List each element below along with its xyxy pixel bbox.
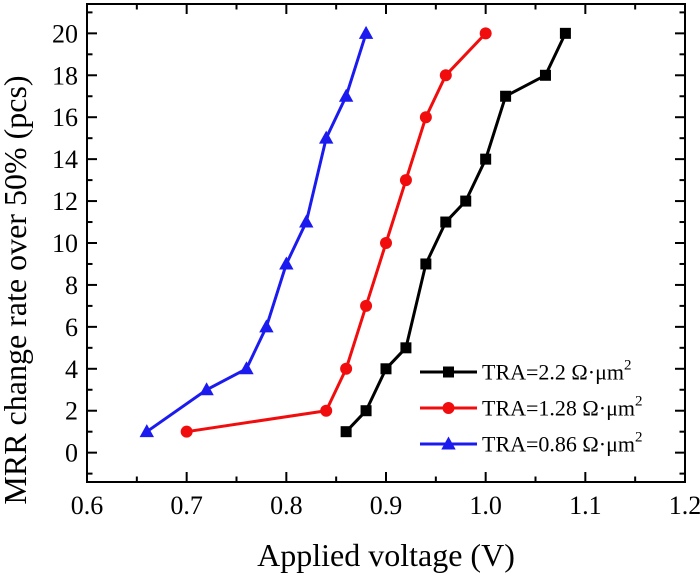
data-point-marker xyxy=(539,69,551,81)
data-point-marker xyxy=(440,216,452,228)
y-tick-label: 2 xyxy=(65,397,78,426)
x-tick-label: 0.6 xyxy=(71,491,104,520)
legend-label: TRA=2.2 Ω·μm2 xyxy=(482,358,632,385)
legend-marker xyxy=(443,366,454,378)
legend: TRA=2.2 Ω·μm2 TRA=1.28 Ω·μm2 TRA=0.86 Ω·μm… xyxy=(420,358,643,457)
y-tick-label: 0 xyxy=(65,439,78,468)
x-axis-title: Applied voltage (V) xyxy=(257,537,515,573)
legend-marker xyxy=(441,436,456,450)
data-point-marker xyxy=(419,111,432,124)
data-point-marker xyxy=(338,88,354,102)
legend-entry-3: TRA=0.86 Ω·μm2 xyxy=(420,430,643,457)
legend-label: TRA=1.28 Ω·μm2 xyxy=(482,394,643,421)
data-point-marker xyxy=(139,424,154,438)
data-point-marker xyxy=(319,130,334,144)
data-point-marker xyxy=(340,362,353,375)
series-3 xyxy=(139,25,374,438)
data-point-marker xyxy=(399,174,412,187)
y-tick-label: 10 xyxy=(52,229,78,258)
legend-entry-2: TRA=1.28 Ω·μm2 xyxy=(420,394,643,421)
legend-marker xyxy=(442,402,455,414)
data-point-marker xyxy=(320,404,333,417)
y-tick-label: 16 xyxy=(52,103,78,132)
x-tick-label: 1.1 xyxy=(569,491,602,520)
series-line xyxy=(145,32,368,433)
data-point-marker xyxy=(279,256,294,270)
data-point-marker xyxy=(358,25,374,39)
series-layer xyxy=(139,25,571,438)
data-point-marker xyxy=(559,27,571,39)
y-tick-label: 12 xyxy=(52,187,78,216)
data-point-marker xyxy=(479,27,492,40)
axes-layer: 0.6 0.7 0.8 0.9 1.0 1.1 1.2 0 2 4 6 8 10 12 14 16 18 20 xyxy=(52,3,700,520)
data-point-marker xyxy=(380,363,392,375)
y-tick-label: 18 xyxy=(52,61,78,90)
data-point-marker xyxy=(400,342,412,354)
data-point-marker xyxy=(480,153,492,165)
data-point-marker xyxy=(299,214,314,228)
y-axis-title: MRR change rate over 50% (pcs) xyxy=(0,75,33,504)
data-point-marker xyxy=(360,299,373,312)
y-tick-label: 6 xyxy=(65,313,78,342)
x-tick-label: 0.7 xyxy=(170,491,203,520)
series-2 xyxy=(180,27,492,438)
data-point-marker xyxy=(259,319,274,333)
data-point-marker xyxy=(340,426,352,438)
data-point-marker xyxy=(180,425,193,438)
y-tick-label: 8 xyxy=(65,271,78,300)
y-tick-label: 4 xyxy=(65,355,78,384)
x-tick-label: 0.9 xyxy=(370,491,403,520)
data-point-marker xyxy=(239,361,254,375)
data-point-marker xyxy=(500,90,512,102)
data-point-marker xyxy=(420,258,432,270)
legend-label: TRA=0.86 Ω·μm2 xyxy=(482,430,643,457)
legend-entry-1: TRA=2.2 Ω·μm2 xyxy=(420,358,632,385)
y-tick-label: 20 xyxy=(52,19,78,48)
data-point-marker xyxy=(360,405,372,417)
x-tick-label: 0.8 xyxy=(270,491,303,520)
x-tick-label: 1.0 xyxy=(469,491,502,520)
data-point-marker xyxy=(199,382,214,396)
data-point-marker xyxy=(439,69,452,82)
data-point-marker xyxy=(460,195,472,207)
series-1 xyxy=(340,27,571,438)
data-point-marker xyxy=(380,237,392,249)
y-tick-label: 14 xyxy=(52,145,78,174)
x-tick-label: 1.2 xyxy=(669,491,700,520)
